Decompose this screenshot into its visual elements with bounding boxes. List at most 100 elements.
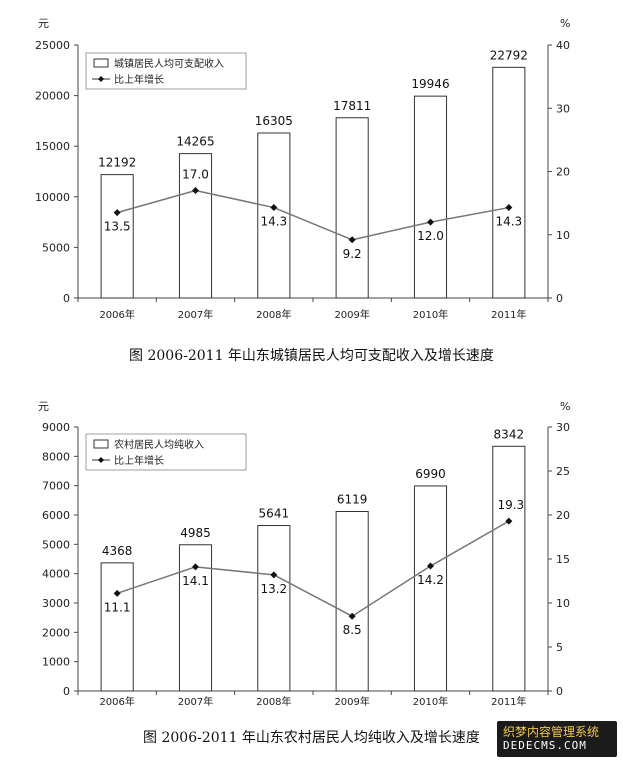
bar-value-label: 19946	[411, 77, 449, 91]
y-tick-label-left: 0	[63, 685, 70, 698]
line-value-label: 17.0	[182, 167, 209, 181]
bar-value-label: 6990	[415, 467, 446, 481]
bar-value-label: 14265	[176, 135, 214, 149]
chart-urban-income-svg: 元 % 0 5000 10000 15000 20000 25000 0 10 20 30 40 2006…	[35, 17, 570, 321]
x-tick-label: 2006年	[99, 695, 134, 708]
legend-line-marker	[98, 76, 104, 82]
bar-value-label: 22792	[490, 48, 528, 62]
line-value-label: 14.1	[182, 574, 209, 588]
x-tick-label: 2008年	[256, 308, 291, 321]
y-tick-label-right: 15	[556, 553, 570, 566]
y-axis-left-unit: 元	[38, 17, 49, 30]
y-tick-label-right: 25	[556, 465, 570, 478]
site-watermark-logo: 织梦内容管理系统 DEDECMS.COM	[497, 721, 617, 757]
y-tick-label-left: 9000	[42, 421, 70, 434]
line-point	[270, 571, 278, 579]
legend-box	[85, 433, 247, 471]
y-tick-label-right: 10	[556, 229, 570, 242]
y-tick-label-right: 40	[556, 39, 570, 52]
bar	[100, 562, 134, 692]
line-point	[192, 186, 199, 194]
chart-caption-rural: 图 2006-2011 年山东农村居民人均纯收入及增长速度	[143, 730, 480, 746]
bar-value-label: 4985	[180, 526, 211, 540]
y-axis-right-unit: %	[560, 17, 570, 30]
y-tick-label-right: 30	[556, 421, 570, 434]
legend-box	[85, 52, 247, 90]
line-point	[348, 236, 356, 244]
y-tick-label-right: 5	[556, 641, 563, 654]
y-tick-label-left: 10000	[35, 191, 70, 204]
y-tick-label-left: 20000	[35, 90, 70, 103]
bar	[413, 485, 448, 692]
line-point	[192, 563, 199, 571]
legend-line-marker	[98, 457, 104, 463]
y-tick-label-right: 20	[556, 166, 570, 179]
x-tick-label: 2011年	[491, 308, 526, 321]
x-tick-label: 2011年	[491, 695, 526, 708]
line-value-label: 13.5	[104, 220, 131, 234]
x-tick-label: 2007年	[178, 308, 213, 321]
y-tick-label-left: 5000	[42, 241, 70, 254]
x-tick-label: 2010年	[413, 695, 448, 708]
bar	[335, 511, 369, 692]
bar	[413, 95, 448, 299]
y-tick-label-left: 2000	[42, 626, 70, 639]
legend-line-label: 比上年增长	[114, 454, 164, 467]
watermark-domain: DEDECMS.COM	[503, 739, 587, 752]
line-value-label: 9.2	[343, 247, 362, 261]
line-value-label: 11.1	[104, 600, 131, 614]
line-value-label: 13.2	[260, 582, 287, 596]
chart-urban-income: 元% 0 5000 10000 15000 20000 25000 0 10 20 30 40 2006…	[0, 0, 623, 340]
chart-rural-income-svg: 元 % 0 1000 2000 3000 4000 5000 6000 7000 8000 9000 0…	[38, 400, 570, 708]
y-tick-label-left: 7000	[42, 480, 70, 493]
bar-value-label: 16305	[255, 114, 293, 128]
bar	[492, 66, 526, 299]
line-point	[505, 204, 513, 212]
line-point	[113, 589, 121, 597]
bar-value-label: 8342	[494, 427, 525, 441]
bar	[335, 117, 369, 299]
y-tick-label-left: 3000	[42, 597, 70, 610]
legend-bar-swatch	[93, 58, 109, 68]
bar	[257, 132, 291, 299]
line-value-label: 19.3	[497, 498, 524, 512]
line-point	[348, 612, 356, 620]
y-tick-label-left: 5000	[42, 538, 70, 551]
growth-line	[116, 189, 509, 241]
legend-line-label: 比上年增长	[114, 73, 164, 86]
bar	[100, 174, 134, 299]
bar	[178, 153, 213, 299]
bar-value-label: 5641	[259, 507, 290, 521]
line-value-label: 14.2	[417, 573, 444, 587]
bar-value-label: 17811	[333, 99, 371, 113]
y-tick-label-right: 0	[556, 685, 563, 698]
y-axis-right-unit: %	[560, 400, 570, 413]
line-value-label: 8.5	[343, 623, 362, 637]
line-value-label: 12.0	[417, 229, 444, 243]
bar	[492, 445, 526, 692]
line-point	[270, 204, 278, 212]
legend-bar-swatch	[93, 439, 109, 449]
line-point	[113, 209, 121, 217]
chart-rural-income: 元% 0 1000 2000 3000 4000 5000 6000 7000 8000 9000 0…	[0, 385, 623, 710]
chart-caption-urban: 图 2006-2011 年山东城镇居民人均可支配收入及增长速度	[129, 348, 494, 364]
line-point	[427, 562, 434, 570]
y-tick-label-left: 25000	[35, 39, 70, 52]
bar-value-label: 12192	[98, 156, 136, 170]
x-tick-label: 2010年	[413, 308, 448, 321]
x-tick-label: 2009年	[334, 695, 369, 708]
legend-bar-label: 城镇居民人均可支配收入	[114, 57, 224, 70]
y-tick-label-left: 0	[63, 292, 70, 305]
y-tick-label-left: 15000	[35, 140, 70, 153]
y-tick-label-right: 20	[556, 509, 570, 522]
x-tick-label: 2008年	[256, 695, 291, 708]
line-point	[427, 218, 434, 226]
y-tick-label-left: 8000	[42, 450, 70, 463]
bar-value-label: 4368	[102, 544, 133, 558]
watermark-text: 织梦内容管理系统	[503, 725, 600, 739]
bar-value-label: 6119	[337, 493, 368, 507]
growth-line	[116, 520, 510, 618]
y-tick-label-right: 30	[556, 102, 570, 115]
line-value-label: 14.3	[495, 215, 522, 229]
bar	[257, 525, 291, 692]
